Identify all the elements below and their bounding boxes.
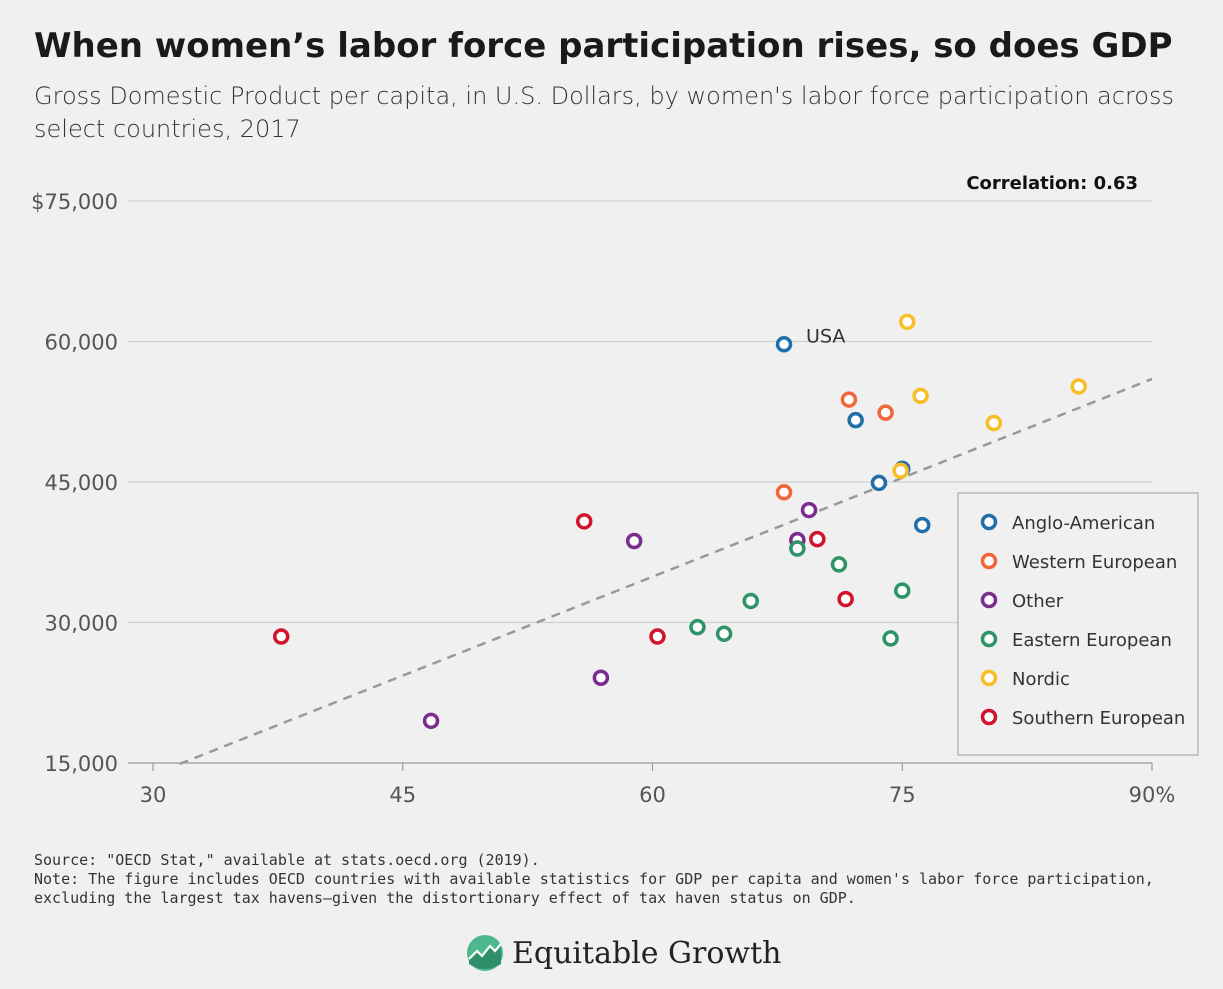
chart-subtitle: Gross Domestic Product per capita, in U.… <box>34 82 1174 143</box>
gridlines <box>128 200 1152 764</box>
legend-label: Western European <box>1012 552 1177 573</box>
y-tick-label: $75,000 <box>31 190 118 214</box>
chart-title: When women’s labor force participation r… <box>34 26 1173 66</box>
trendline <box>179 377 1153 766</box>
scatter-chart: 15,000 30,000 45,000 60,000 $75,000 30 45 60 75… <box>31 173 1199 807</box>
data-point <box>422 712 440 730</box>
x-axis-ticks: 30 45 60 75 90% <box>140 763 1176 807</box>
brand: Equitable Growth <box>466 934 781 972</box>
equitable-growth-logo-icon <box>467 935 503 971</box>
data-point <box>800 501 818 519</box>
data-point <box>649 628 666 645</box>
data-point <box>894 582 911 599</box>
x-tick-label: 60 <box>639 783 666 807</box>
y-tick-label: 15,000 <box>45 752 118 776</box>
data-point <box>840 391 858 408</box>
legend-marker <box>980 513 998 531</box>
legend-label: Southern European <box>1012 708 1185 729</box>
data-point <box>575 513 593 530</box>
x-tick-label: 75 <box>889 783 916 807</box>
data-point <box>870 474 888 492</box>
data-point <box>837 590 854 608</box>
data-point <box>592 669 610 687</box>
y-tick-label: 60,000 <box>45 331 118 355</box>
methodology-note: Note: The figure includes OECD countries… <box>34 870 1154 907</box>
data-point <box>689 618 706 636</box>
data-point <box>847 411 864 429</box>
legend-label: Eastern European <box>1012 630 1172 651</box>
data-point <box>742 592 759 610</box>
legend-box <box>957 492 1199 756</box>
legend-label: Nordic <box>1012 669 1070 690</box>
annotations: USA <box>806 325 845 347</box>
data-point <box>1070 378 1087 395</box>
brand-name: Equitable Growth <box>512 935 782 971</box>
legend-marker <box>980 708 998 726</box>
legend-marker <box>980 591 998 609</box>
data-point <box>877 404 894 421</box>
data-point <box>882 630 899 647</box>
annotation-label: USA <box>806 325 845 347</box>
legend-marker <box>980 630 998 648</box>
data-point <box>789 540 806 557</box>
data-point <box>715 625 733 642</box>
trendline-path <box>179 377 1153 766</box>
x-tick-label: 90% <box>1129 783 1176 807</box>
source-note: Source: "OECD Stat," available at stats.… <box>34 851 540 869</box>
data-point <box>809 530 826 548</box>
y-tick-label: 30,000 <box>45 612 118 636</box>
y-axis-ticks: 15,000 30,000 45,000 60,000 $75,000 <box>31 190 118 776</box>
legend-marker <box>980 669 998 687</box>
x-tick-label: 30 <box>140 783 167 807</box>
x-tick-label: 45 <box>389 783 416 807</box>
legend-label: Other <box>1012 591 1064 612</box>
legend-label: Anglo-American <box>1012 513 1155 534</box>
data-points <box>272 313 1087 730</box>
data-point <box>913 516 931 534</box>
y-tick-label: 45,000 <box>45 471 118 495</box>
data-point <box>898 313 916 331</box>
footer: Source: "OECD Stat," available at stats.… <box>34 851 1204 908</box>
data-point <box>775 336 793 353</box>
correlation-label: Correlation: 0.63 <box>966 173 1138 194</box>
data-point <box>625 532 643 550</box>
data-point <box>985 414 1003 432</box>
data-point <box>892 462 909 480</box>
legend-marker <box>980 552 998 570</box>
data-point <box>775 484 793 501</box>
data-point <box>912 387 929 405</box>
legend: Anglo-American Western European Other Easte… <box>957 492 1199 756</box>
data-point <box>272 628 290 645</box>
data-point <box>830 556 848 573</box>
